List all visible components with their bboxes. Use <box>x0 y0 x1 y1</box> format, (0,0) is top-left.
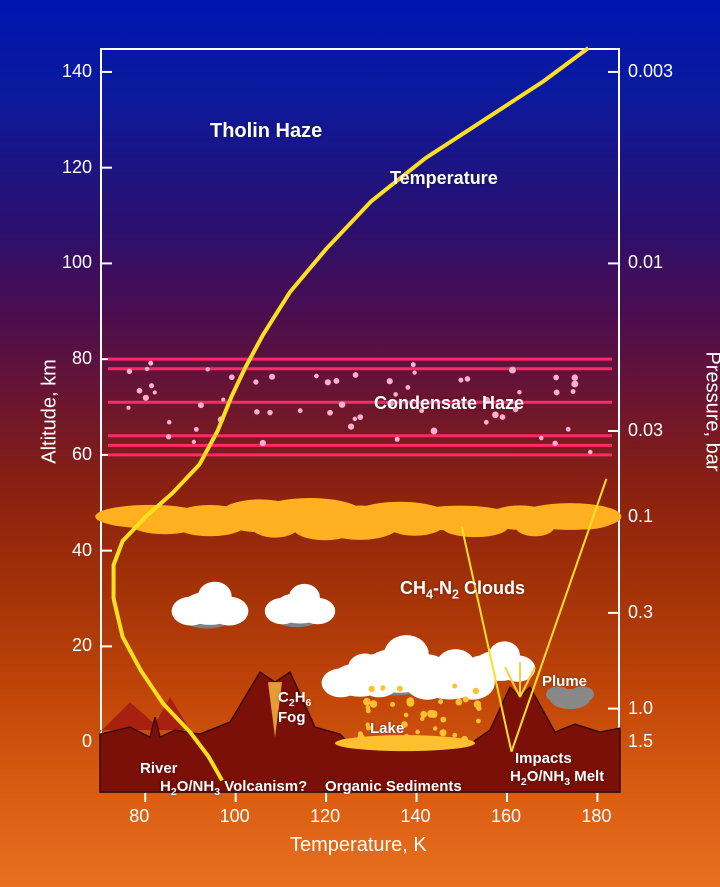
label-c2h6-fog: C2H6Fog <box>278 690 311 726</box>
label-organic-sediments: Organic Sediments <box>325 778 462 795</box>
label-condensate-haze: Condensate Haze <box>374 393 524 414</box>
x-tick-label: 120 <box>310 806 340 827</box>
y-right-tick-label: 0.01 <box>628 252 663 273</box>
y-left-tick-label: 20 <box>56 635 92 656</box>
y-right-axis-label: Pressure, bar <box>701 351 720 471</box>
label-tholin-haze: Tholin Haze <box>210 120 322 143</box>
y-left-tick-label: 140 <box>56 61 92 82</box>
label-ch4n2-clouds: CH4-N2 Clouds <box>400 578 525 602</box>
label-impacts: Impacts <box>515 750 572 767</box>
x-axis-label: Temperature, K <box>290 834 427 857</box>
x-tick-label: 140 <box>401 806 431 827</box>
y-right-tick-label: 0.003 <box>628 61 673 82</box>
y-right-tick-label: 0.3 <box>628 602 653 623</box>
label-river: River <box>140 760 178 777</box>
y-right-tick-label: 1.0 <box>628 698 653 719</box>
y-right-tick-label: 0.03 <box>628 420 663 441</box>
y-left-tick-label: 40 <box>56 540 92 561</box>
y-right-tick-label: 0.1 <box>628 506 653 527</box>
y-right-tick-label: 1.5 <box>628 731 653 752</box>
x-tick-label: 180 <box>581 806 611 827</box>
y-left-tick-label: 100 <box>56 252 92 273</box>
label-plume: Plume <box>542 673 587 690</box>
label-melt: H2O/NH3 Melt <box>510 768 604 788</box>
x-tick-label: 100 <box>220 806 250 827</box>
chart-plot-area: Tholin Haze Temperature Condensate Haze … <box>100 48 620 790</box>
y-left-tick-label: 120 <box>56 157 92 178</box>
label-volcanism: H2O/NH3 Volcanism? <box>160 778 307 798</box>
x-tick-label: 160 <box>491 806 521 827</box>
label-lake: Lake <box>370 720 404 737</box>
label-temperature: Temperature <box>390 168 498 189</box>
y-left-tick-label: 80 <box>56 348 92 369</box>
y-left-tick-label: 0 <box>56 731 92 752</box>
y-left-tick-label: 60 <box>56 444 92 465</box>
x-tick-label: 80 <box>129 806 149 827</box>
